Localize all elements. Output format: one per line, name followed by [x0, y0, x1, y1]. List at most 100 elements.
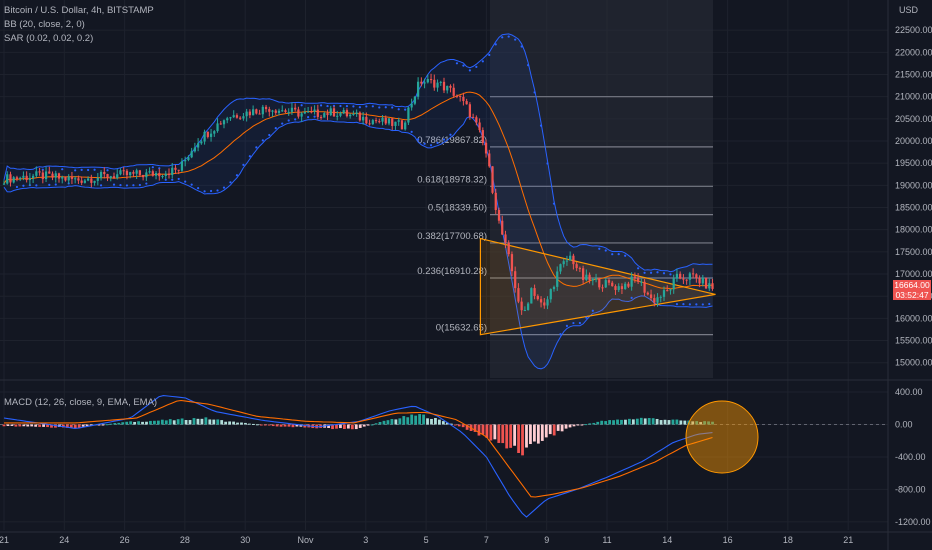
candle-body [38, 171, 41, 173]
macd-histogram-bar [406, 417, 410, 425]
candle-body [481, 130, 484, 143]
sar-dot [617, 253, 620, 256]
candle-body [653, 298, 656, 303]
macd-histogram-bar [50, 424, 53, 428]
candle-body [381, 117, 384, 122]
macd-histogram-bar [671, 419, 675, 425]
candle-body [294, 107, 297, 110]
macd-histogram-bar [346, 424, 350, 429]
macd-histogram-bar [335, 424, 338, 429]
candle-body [491, 166, 494, 193]
candle-body [433, 79, 436, 88]
macd-histogram-bar [38, 424, 42, 427]
y-tick-label: 20500.00 [895, 114, 932, 124]
macd-histogram-bar [703, 421, 707, 425]
candle-body [581, 268, 585, 281]
sar-dot [481, 60, 484, 63]
macd-histogram-bar [548, 424, 552, 435]
sar-dot [695, 303, 698, 306]
macd-histogram-bar [331, 424, 334, 430]
candle-body [316, 109, 319, 117]
candle-body [51, 173, 54, 178]
candle-body [530, 288, 533, 304]
macd-histogram-bar [251, 423, 255, 425]
candle-body [471, 117, 475, 119]
candle-body [374, 120, 378, 122]
macd-histogram-bar [711, 421, 714, 425]
candle-body [74, 178, 77, 180]
candle-body [591, 278, 594, 281]
macd-histogram-bar [651, 418, 655, 425]
macd-histogram-bar [564, 424, 568, 429]
sar-dot [274, 127, 277, 130]
symbol-title: Bitcoin / U.S. Dollar, 4h, BITSTAMP [4, 5, 154, 16]
candle-body [352, 113, 355, 115]
candle-body [400, 120, 404, 130]
sar-dot [384, 106, 387, 109]
macd-histogram-bar [683, 420, 687, 425]
macd-histogram-bar [283, 424, 287, 427]
candle-body [235, 115, 239, 118]
sar-dot [209, 189, 213, 193]
candle-body [141, 174, 145, 178]
macd-histogram-bar [30, 424, 34, 427]
sar-dot [22, 184, 25, 187]
macd-histogram-bar [204, 417, 208, 425]
candle-body [413, 96, 417, 104]
macd-histogram-bar [426, 418, 429, 425]
sar-dot [99, 184, 103, 187]
candle-body [180, 161, 184, 171]
macd-histogram-bar [481, 424, 485, 435]
macd-histogram-bar [430, 418, 433, 425]
macd-histogram-bar [149, 420, 152, 425]
sar-dot [171, 178, 174, 181]
macd-histogram-bar [362, 424, 366, 427]
sar-dot [410, 130, 413, 133]
macd-histogram-bar [485, 424, 489, 438]
macd-histogram-bar [10, 424, 14, 426]
candle-body [387, 118, 391, 124]
macd-histogram-bar [129, 421, 133, 425]
candle-body [303, 111, 307, 114]
macd-histogram-bar [679, 420, 683, 425]
candle-body [378, 121, 381, 123]
candle-body [439, 81, 442, 83]
candle-body [125, 170, 129, 176]
sar-dot [442, 138, 446, 141]
macd-histogram-bar [105, 424, 109, 426]
macd-histogram-bar [497, 424, 501, 443]
candle-body [116, 174, 119, 179]
candle-body [394, 121, 397, 126]
sar-dot [300, 104, 303, 107]
fib-label: 0.5(18339.50) [428, 203, 487, 214]
macd-histogram-bar [402, 416, 406, 425]
macd-histogram-bar [533, 424, 536, 442]
y-tick-label: 22000.00 [895, 47, 932, 57]
macd-histogram-bar [259, 424, 263, 426]
macd-histogram-bar [410, 414, 414, 425]
candle-body [213, 131, 216, 134]
macd-histogram-bar [172, 420, 176, 425]
macd-histogram-bar [493, 424, 497, 440]
candle-body [562, 261, 565, 265]
candle-body [361, 116, 365, 121]
candle-body [329, 108, 332, 116]
sar-dot [630, 296, 633, 299]
sar-dot [365, 105, 368, 108]
candle-body [685, 279, 688, 281]
sar-dot [74, 169, 77, 172]
candle-body [442, 81, 446, 91]
candle-body [93, 180, 96, 183]
sar-dot [197, 187, 200, 190]
x-tick-label: 21 [0, 535, 9, 545]
macd-y-tick-label: 400.00 [895, 387, 923, 397]
sar-dot [235, 174, 239, 177]
macd-histogram-bar [608, 420, 612, 425]
sar-dot [585, 316, 588, 319]
sar-dot [54, 183, 57, 186]
candle-body [384, 117, 387, 124]
sar-dot [184, 180, 187, 183]
macd-histogram-bar [449, 423, 453, 425]
